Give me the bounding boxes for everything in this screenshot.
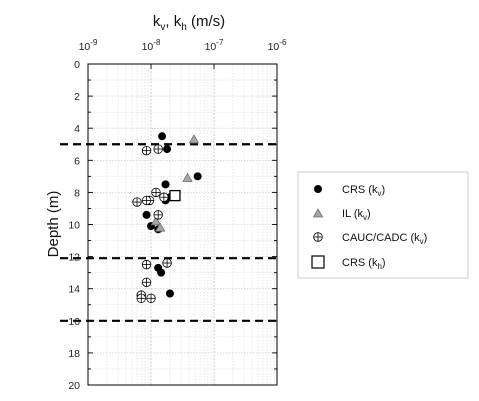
y-tick-label: 8: [74, 187, 80, 199]
data-point-crs-kv: [158, 132, 167, 141]
data-point-cauc-cadc-kv: [132, 197, 142, 207]
x-tick-labels: 10-9 10-8 10-7 10-6: [79, 38, 287, 53]
legend-label: IL (kv): [342, 208, 371, 222]
legend-item-crs-kv: CRS (kv): [314, 184, 385, 198]
data-point-cauc-cadc-kv: [141, 259, 152, 270]
legend-item-cauc-cadc-kv: CAUC/CADC (kv): [313, 232, 427, 246]
data-point-cauc-cadc-kv: [151, 187, 161, 198]
data-point-il-kv: [155, 222, 166, 232]
legend-marker-filled-circle: [314, 185, 322, 193]
y-axis-title: Depth (m): [45, 191, 62, 258]
data-point-cauc-cadc-kv: [153, 144, 163, 154]
y-tick-label: 18: [68, 348, 80, 360]
y-tick-label: 12: [68, 252, 80, 264]
legend-box: [297, 171, 469, 279]
data-point-crs-kh: [169, 189, 181, 202]
x-tick-label: 10-9: [79, 38, 98, 53]
legend-item-il-kv: IL (kv): [312, 208, 371, 222]
y-tick-label: 4: [74, 123, 80, 135]
data-point-il-kv: [150, 215, 162, 226]
data-point-cauc-cadc-kv: [141, 145, 152, 156]
data-point-il-kv: [182, 172, 193, 182]
data-points: [132, 132, 202, 304]
grid: [88, 64, 277, 385]
y-tick-label: 20: [68, 380, 80, 392]
data-point-crs-kv: [142, 210, 151, 219]
legend-label: CRS (kh): [342, 257, 386, 271]
data-point-crs-kv: [193, 172, 202, 181]
reference-lines: [60, 143, 277, 322]
y-tick-label: 2: [74, 91, 80, 103]
x-axis-title: kv, kh (m/s): [153, 13, 225, 33]
data-point-il-kv: [188, 134, 200, 144]
legend: CRS (kv) IL (kv) CAUC/CADC (kv) CRS (kh): [297, 171, 469, 279]
legend-label: CRS (kv): [342, 184, 385, 198]
data-point-cauc-cadc-kv: [153, 210, 163, 220]
data-point-crs-kv: [157, 268, 166, 277]
y-tick-label: 10: [68, 220, 80, 232]
data-point-cauc-cadc-kv: [162, 258, 172, 268]
y-tick-label: 14: [68, 284, 80, 296]
data-point-cauc-cadc-kv: [141, 277, 152, 287]
data-point-cauc-cadc-kv: [159, 192, 169, 202]
y-tick-labels: 0 2 4 6 8 10 12 14 16 18 20: [68, 59, 80, 392]
data-point-crs-kv: [165, 289, 174, 298]
data-point-cauc-cadc-kv: [136, 293, 146, 304]
data-point-cauc-cadc-kv: [141, 195, 152, 206]
x-tick-label: 10-7: [205, 38, 224, 53]
y-tick-label: 16: [68, 316, 80, 328]
data-point-crs-kv: [163, 145, 172, 154]
legend-marker-open-square: [311, 255, 325, 269]
legend-label: CAUC/CADC (kv): [342, 232, 427, 246]
x-tick-label: 10-8: [142, 38, 161, 53]
data-point-cauc-cadc-kv: [146, 293, 156, 304]
x-tick-label: 10-6: [268, 38, 287, 53]
legend-item-crs-kh: CRS (kh): [311, 255, 386, 271]
data-point-crs-kv: [161, 180, 170, 189]
y-tick-label: 6: [74, 155, 80, 167]
y-tick-label: 0: [74, 59, 80, 71]
legend-marker-triangle: [312, 208, 324, 218]
